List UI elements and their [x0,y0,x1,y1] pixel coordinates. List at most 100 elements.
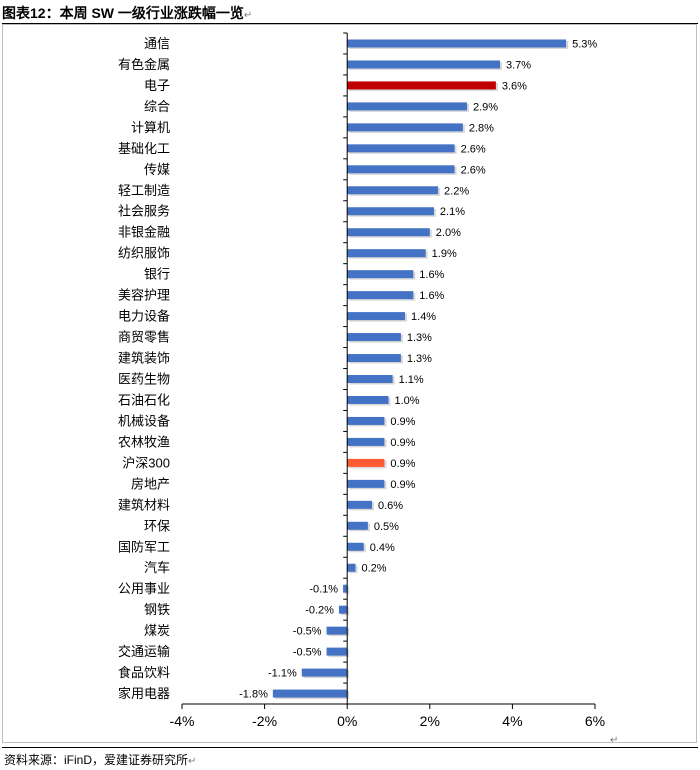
category-label: 交通运输 [118,644,170,659]
x-tick-label: 0% [337,713,357,729]
bar [347,207,434,216]
x-tick-label: 4% [502,713,522,729]
bar [347,144,455,153]
paragraph-mark-icon: ↵ [610,735,619,746]
category-label-group: 通信有色金属电子综合计算机基础化工传媒轻工制造社会服务非银金融纺织服饰银行美容护… [118,36,170,701]
paragraph-mark-icon: ↵ [188,756,197,767]
category-label: 机械设备 [118,413,170,428]
chart-frame [2,24,697,743]
category-label: 国防军工 [118,539,170,554]
bar [301,668,348,677]
bar [347,60,501,69]
data-label: -1.8% [239,689,268,701]
category-label: 计算机 [131,120,170,135]
bar [347,437,385,446]
bar [347,165,455,174]
title-rule [2,23,698,24]
category-label: 纺织服饰 [118,246,170,261]
figure-title: 图表12：本周 SW 一级行业涨跌幅一览↵ [2,3,252,23]
value-label-group: 5.3% 3.7% 3.6% 2.9% 2.8% 2.6% 2.6% 2.2% 2.1% 2.0%… [239,38,597,700]
bar [347,458,385,467]
data-label: -0.5% [293,647,322,659]
bar [347,479,385,488]
data-label: 1.4% [411,311,436,323]
bar [347,354,401,363]
bar [347,521,368,530]
data-label: 1.1% [399,374,424,386]
bar [347,228,430,237]
data-label: 2.6% [461,143,486,155]
category-label: 石油石化 [118,392,170,407]
bar [347,270,414,279]
category-label: 通信 [144,36,170,51]
category-label: 建筑装饰 [118,351,170,366]
bar [343,584,348,593]
bar [347,39,567,48]
x-tick-label: -4% [170,713,195,729]
data-label: 1.3% [407,332,432,344]
bar [347,333,401,342]
category-label: 传媒 [144,162,170,177]
category-label: 农林牧渔 [118,434,170,449]
data-label: 1.3% [407,353,432,365]
category-label: 商贸零售 [118,330,170,345]
source-note: 资料来源：iFinD，爱建证券研究所↵ [4,751,196,768]
data-label: 2.2% [444,185,469,197]
category-label: 房地产 [131,476,170,491]
category-label: 轻工制造 [118,183,170,198]
bar [347,375,393,384]
data-label: -0.5% [293,626,322,638]
data-label: 0.6% [378,500,403,512]
data-label: 3.6% [502,80,527,92]
data-label: 2.8% [469,122,494,134]
bar [347,500,372,509]
bar [347,563,356,572]
data-label: 1.6% [419,269,444,281]
bar [347,186,439,195]
bar [347,312,406,321]
category-label: 食品饮料 [118,665,170,680]
category-label: 电力设备 [118,309,170,324]
category-label: 环保 [144,518,170,533]
bar [347,249,426,258]
bar-group [272,39,569,700]
category-label: 非银金融 [118,225,170,240]
bar [347,81,496,90]
bar [347,395,389,404]
category-label: 有色金属 [118,57,170,72]
source-rule [2,747,698,748]
bar-chart: 通信有色金属电子综合计算机基础化工传媒轻工制造社会服务非银金融纺织服饰银行美容护… [118,32,605,729]
data-label: 0.9% [390,458,415,470]
x-tick-label: -2% [252,713,277,729]
data-label: 2.1% [440,206,465,218]
category-label: 社会服务 [118,204,170,219]
bar [347,416,385,425]
data-label: 2.6% [461,164,486,176]
category-label: 医药生物 [118,372,170,387]
category-label: 公用事业 [118,581,170,596]
data-label: 0.9% [390,437,415,449]
data-label: 2.0% [436,227,461,239]
data-label: 1.0% [395,395,420,407]
category-label: 煤炭 [144,623,170,638]
category-label: 建筑材料 [118,497,170,512]
data-label: -0.1% [309,584,338,596]
data-label: -0.2% [305,605,334,617]
category-label: 汽车 [144,560,170,575]
data-label: 1.6% [419,290,444,302]
data-label: 0.2% [361,563,386,575]
figure-title-text: 图表12：本周 SW 一级行业涨跌幅一览 [2,5,244,21]
data-label: 0.9% [390,479,415,491]
data-label: 0.9% [390,416,415,428]
bar [347,123,463,132]
data-label: 2.9% [473,101,498,113]
bar [326,647,348,656]
axes-group: -4% -2% 0% 2% 4% 6% [170,32,605,729]
paragraph-mark-icon: ↵ [243,10,253,21]
category-label: 沪深300 [122,455,170,470]
bar [347,102,467,111]
source-text: 资料来源：iFinD，爱建证券研究所 [4,753,189,767]
category-label: 钢铁 [144,602,170,617]
data-label: 0.5% [374,521,399,533]
x-tick-label: 2% [420,713,440,729]
